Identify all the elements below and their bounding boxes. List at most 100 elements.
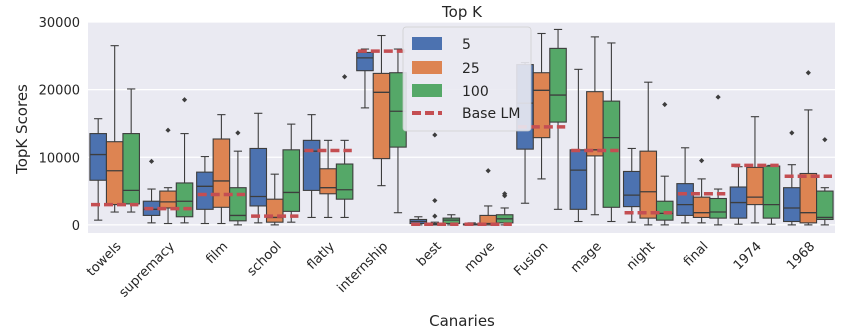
legend-swatch-25 (412, 61, 442, 74)
box-body (265, 198, 284, 223)
outlier-point (342, 74, 348, 80)
box-body (569, 149, 588, 210)
x-tick-label: best (414, 239, 444, 269)
box-body (816, 190, 834, 221)
box-body (709, 197, 727, 219)
box-body (122, 133, 140, 205)
box-100-final (709, 94, 727, 226)
x-tick-label: 1968 (784, 239, 818, 273)
box-body (762, 165, 781, 219)
outlier-point (715, 94, 721, 100)
box-body (549, 47, 567, 123)
box-25-final (692, 158, 711, 224)
box-100-1968 (816, 137, 834, 226)
box-25-Fusion (532, 32, 551, 180)
box-body (356, 51, 374, 72)
outlier-point (699, 158, 705, 164)
legend-label-base-lm: Base LM (462, 106, 520, 122)
y-axis-label: TopK Scores (13, 84, 31, 175)
box-5-film (196, 156, 214, 225)
outlier-point (805, 70, 811, 76)
outlier-point (485, 168, 491, 174)
box-body (212, 138, 231, 208)
legend-swatch-5 (412, 37, 442, 50)
x-tick-label: final (681, 239, 711, 269)
x-tick-label: supremacy (116, 239, 178, 301)
outlier-point (502, 191, 508, 197)
y-tick-label: 20000 (39, 84, 80, 99)
box-5-flatly (302, 114, 321, 218)
x-tick-label: internship (335, 239, 392, 296)
x-tick-label: night (624, 239, 658, 273)
box-body (249, 147, 268, 207)
legend-label-100: 100 (462, 84, 489, 100)
box-100-Fusion (549, 28, 567, 210)
x-tick-label: mage (568, 239, 605, 276)
outlier-point (235, 130, 241, 136)
x-tick-label: towels (84, 239, 125, 280)
outlier-point (789, 130, 795, 136)
box-body (655, 200, 674, 221)
box-25-1968 (799, 70, 818, 226)
x-tick-label: school (244, 239, 284, 279)
box-body (639, 150, 658, 219)
chart-title: Top K (441, 3, 483, 21)
x-tick-label: Fusion (511, 239, 551, 279)
x-axis-label: Canaries (429, 312, 495, 330)
outlier-point (181, 97, 188, 103)
box-5-supremacy (142, 158, 161, 224)
box-body (692, 196, 711, 218)
box-body (302, 139, 321, 191)
box-body (282, 149, 301, 212)
box-body (372, 72, 391, 160)
legend-swatch-100 (412, 84, 442, 97)
x-tick-label: 1974 (731, 239, 765, 273)
box-25-film (212, 114, 231, 225)
outlier-point (432, 132, 438, 138)
box-body (746, 166, 764, 206)
box-body (196, 171, 214, 210)
box-body (175, 182, 194, 218)
outlier-point (662, 101, 668, 108)
box-body (799, 172, 818, 224)
box-body (586, 91, 604, 157)
box-25-flatly (319, 139, 337, 218)
y-axis: 0 10000 20000 30000 (39, 16, 80, 234)
box-body (89, 133, 107, 181)
y-tick-label: 10000 (39, 151, 80, 166)
box-100-school (282, 123, 301, 223)
box-100-mage (602, 42, 621, 223)
x-tick-label: move (462, 239, 498, 275)
box-body (319, 168, 337, 195)
box-25-towels (105, 45, 124, 213)
outlier-point (432, 197, 438, 204)
x-tick-label: flatly (304, 239, 338, 273)
outlier-point (148, 158, 155, 164)
legend: 5 25 100 Base LM (402, 26, 532, 132)
box-5-night (622, 147, 641, 223)
box-body (602, 100, 621, 208)
box-25-1974 (746, 116, 764, 224)
y-tick-label: 30000 (39, 16, 80, 31)
box-body (676, 183, 694, 216)
outlier-point (822, 137, 828, 143)
box-25-night (639, 81, 658, 226)
box-body (335, 163, 354, 200)
box-body (622, 170, 641, 208)
box-5-school (249, 112, 268, 224)
box-body (159, 190, 177, 209)
box-body (783, 187, 801, 223)
legend-frame (402, 26, 532, 132)
box-5-internship (356, 48, 374, 109)
box-100-1974 (762, 164, 781, 225)
box-100-move (495, 191, 514, 226)
box-body (105, 141, 124, 206)
legend-label-5: 5 (462, 37, 471, 53)
y-tick-label: 0 (72, 219, 80, 234)
box-25-supremacy (159, 127, 177, 225)
x-tick-label: film (203, 239, 231, 267)
legend-label-25: 25 (462, 61, 480, 77)
outlier-point (432, 213, 438, 219)
